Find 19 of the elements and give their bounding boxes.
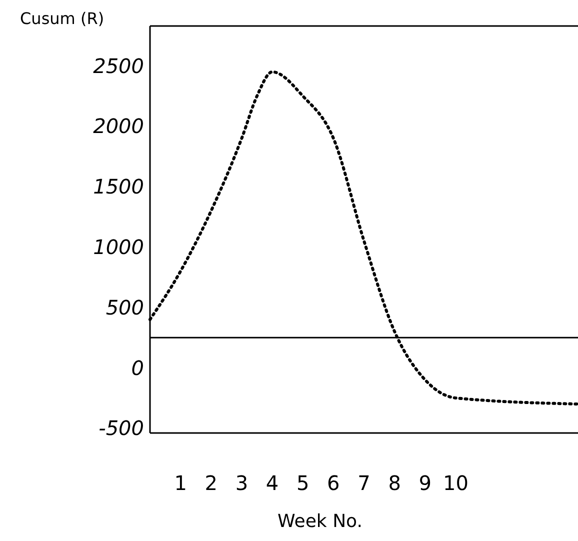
x-tick-label: 2	[204, 471, 218, 495]
x-tick-label: 3	[235, 471, 248, 495]
x-tick-label: 4	[266, 471, 279, 495]
y-tick-label: 1500	[93, 174, 144, 199]
y-tick-label: -500	[98, 416, 144, 440]
x-tick-label: 8	[388, 471, 401, 495]
x-tick-label: 5	[296, 471, 310, 495]
y-axis-title: Cusum (R)	[20, 9, 104, 28]
x-tick-label: 7	[358, 471, 370, 495]
x-axis-title: Week No.	[278, 511, 362, 532]
y-tick-label: 2500	[93, 54, 144, 78]
x-tick-label: 6	[327, 471, 340, 495]
y-tick-label: 2000	[93, 114, 144, 138]
y-tick-label: 1000	[93, 235, 144, 260]
x-tick-label: 9	[418, 471, 432, 495]
x-tick-label: 1	[174, 471, 187, 495]
x-tick-label: 10	[442, 471, 468, 495]
y-tick-label: 0	[131, 356, 144, 380]
y-tick-label: 500	[106, 295, 144, 320]
